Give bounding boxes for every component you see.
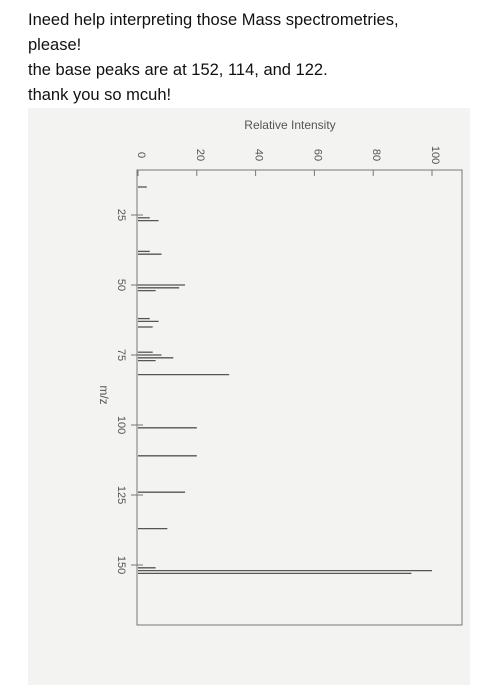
y-tick-label: 80 (370, 149, 382, 161)
post-text: Ineed help interpreting those Mass spect… (28, 8, 399, 108)
x-tick-label: 25 (115, 209, 127, 221)
y-tick-label: 40 (253, 149, 265, 161)
x-tick-label: 100 (115, 416, 127, 434)
y-tick-label: 20 (194, 149, 206, 161)
y-axis-label: Relative Intensity (244, 118, 335, 132)
post-line: Ineed help interpreting those Mass spect… (28, 11, 399, 29)
y-tick-label: 100 (429, 146, 441, 164)
y-tick-label: 0 (135, 152, 147, 158)
post-line: please! (28, 36, 82, 54)
x-axis-label: m/z (97, 385, 111, 404)
x-tick-label: 50 (115, 279, 127, 291)
post-line: thank you so mcuh! (28, 86, 172, 104)
photo-background (28, 108, 470, 685)
plot-frame (136, 169, 463, 626)
x-tick-label: 125 (115, 486, 127, 504)
y-tick-label: 60 (311, 149, 323, 161)
x-tick-label: 150 (115, 556, 127, 574)
post-line: the base peaks are at 152, 114, and 122. (28, 61, 328, 79)
x-tick-label: 75 (115, 349, 127, 361)
